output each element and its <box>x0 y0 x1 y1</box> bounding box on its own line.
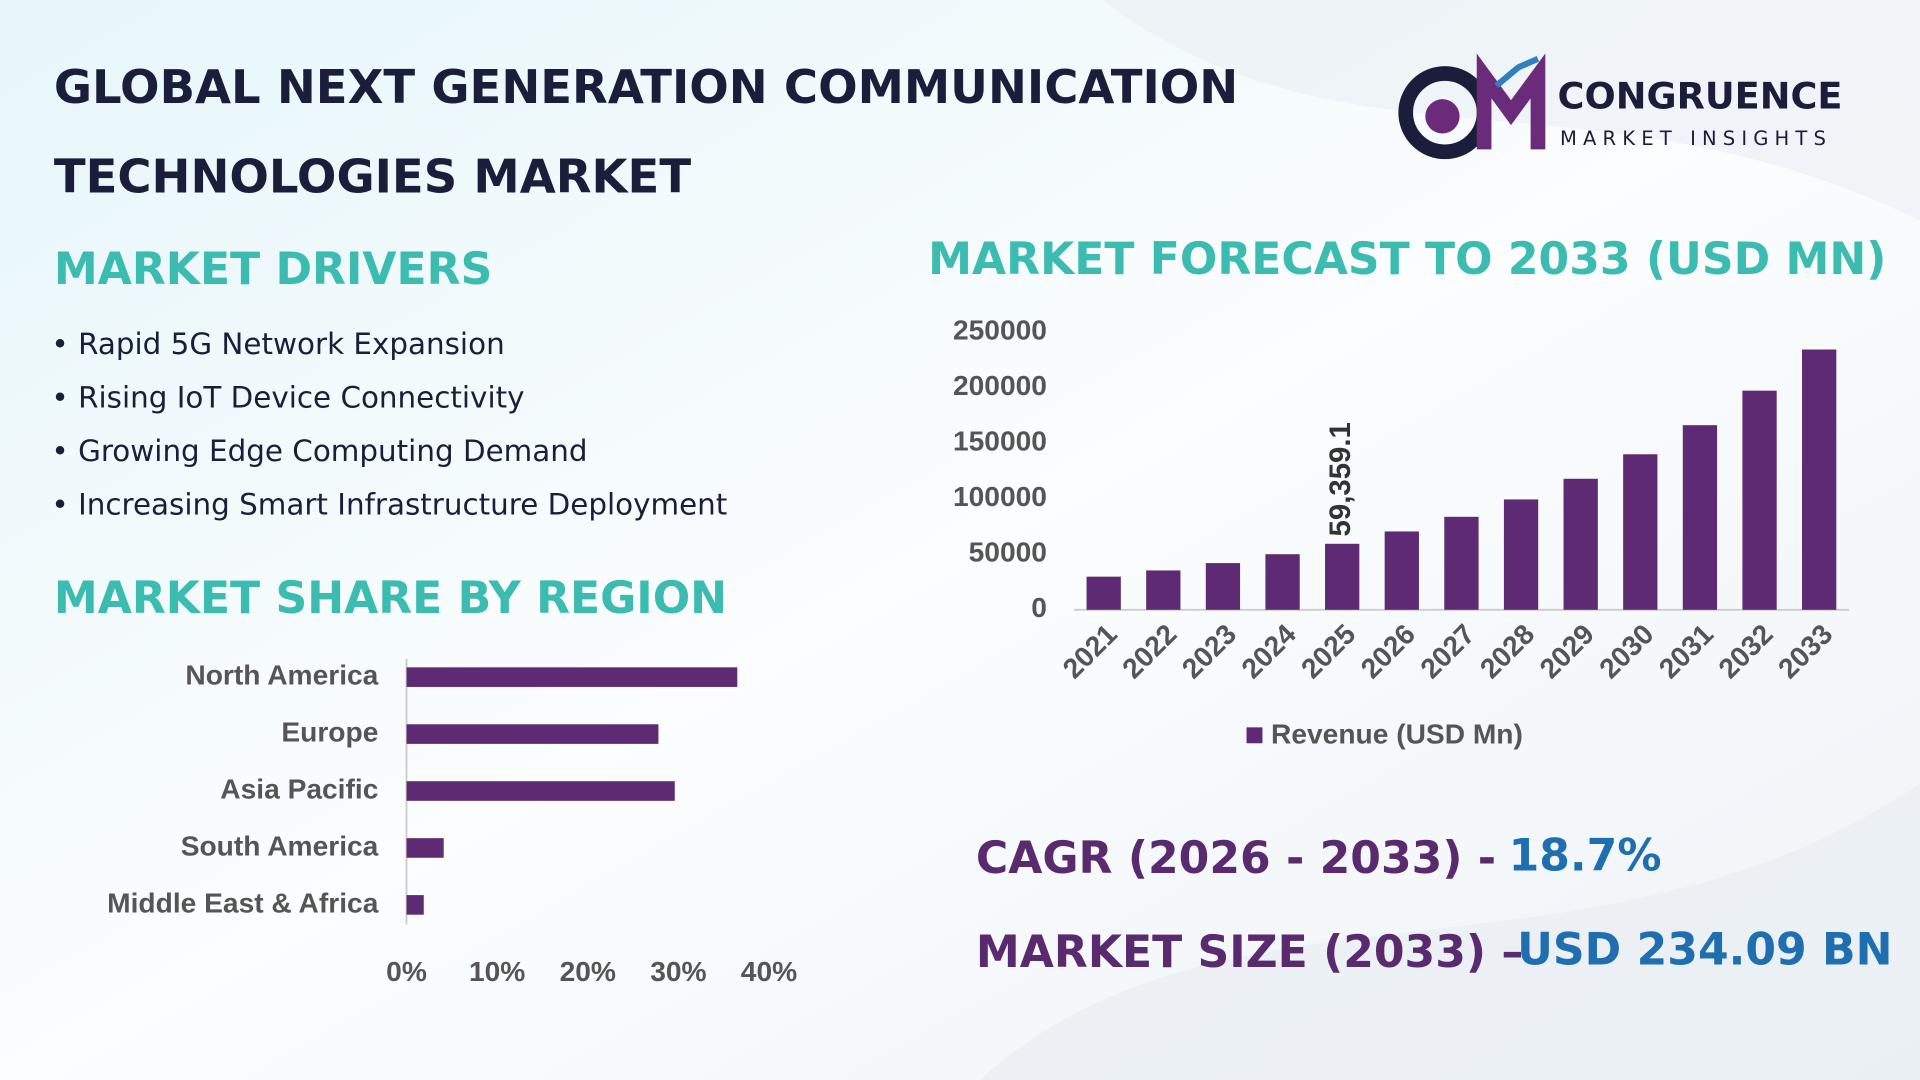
bar <box>1802 349 1837 610</box>
bar <box>406 781 675 801</box>
bar <box>1384 531 1419 610</box>
y-tick-label: 150000 <box>953 425 1047 456</box>
driver-item: • Increasing Smart Infrastructure Deploy… <box>51 487 727 521</box>
bar <box>1742 390 1777 610</box>
chart-title: MARKET FORECAST TO 2033 (USD MN) <box>928 234 1886 285</box>
y-tick-label: 250000 <box>953 314 1047 345</box>
driver-item: • Growing Edge Computing Demand <box>51 434 587 468</box>
bar <box>1146 570 1181 610</box>
y-tick-label: Europe <box>281 717 378 748</box>
x-tick-label: 40% <box>741 956 797 987</box>
y-tick-label: Middle East & Africa <box>107 887 379 918</box>
bar <box>1682 425 1718 610</box>
driver-item: • Rising IoT Device Connectivity <box>51 380 524 414</box>
logo: CONGRUENCE MARKET INSIGHTS <box>1398 53 1843 160</box>
chart-title: MARKET SHARE BY REGION <box>54 573 727 624</box>
section-heading: MARKET DRIVERS <box>54 244 492 295</box>
bar <box>406 667 738 687</box>
y-tick-label: 200000 <box>953 370 1047 401</box>
bar <box>1265 554 1300 610</box>
bar <box>1325 543 1360 610</box>
bar <box>406 838 444 858</box>
bar <box>1086 576 1121 610</box>
stat-value: USD 234.09 BN <box>1517 925 1892 976</box>
title: TECHNOLOGIES MARKET <box>54 150 691 204</box>
logo-globe <box>1425 99 1460 134</box>
y-tick-label: Asia Pacific <box>220 773 378 804</box>
logo-name: CONGRUENCE <box>1558 74 1843 117</box>
title: GLOBAL NEXT GENERATION COMMUNICATION <box>54 60 1238 114</box>
driver-list: • Rapid 5G Network Expansion • Rising IoT… <box>51 327 727 522</box>
bar <box>1563 478 1598 610</box>
bar <box>1623 454 1658 610</box>
y-tick-label: 50000 <box>969 537 1047 568</box>
logo-arrow <box>1494 55 1540 89</box>
y-tick-label: 0 <box>1031 592 1047 623</box>
wave <box>979 783 1920 1080</box>
stat-label: CAGR (2026 - 2033) - <box>976 833 1496 884</box>
data-label: 59,359.1 <box>1324 422 1357 536</box>
x-tick-label: 0% <box>386 956 427 987</box>
legend-swatch <box>1246 727 1263 744</box>
x-tick-label: 10% <box>469 956 525 987</box>
x-tick-label: 30% <box>650 956 706 987</box>
legend-label: Revenue (USD Mn) <box>1271 718 1523 749</box>
stat-label: MARKET SIZE (2033) – <box>976 927 1524 978</box>
x-tick-label: 20% <box>560 956 616 987</box>
bar <box>1444 516 1479 610</box>
y-tick-label: South America <box>181 830 379 861</box>
logo-m <box>1476 53 1546 150</box>
y-tick-label: 100000 <box>953 481 1047 512</box>
stat-value: 18.7% <box>1509 830 1662 881</box>
logo-tagline: MARKET INSIGHTS <box>1560 127 1832 150</box>
driver-item: • Rapid 5G Network Expansion <box>51 327 504 361</box>
bar <box>1503 499 1539 610</box>
bar <box>406 895 424 915</box>
bar <box>406 724 659 744</box>
y-tick-label: North America <box>185 660 378 691</box>
bar <box>1205 563 1241 610</box>
